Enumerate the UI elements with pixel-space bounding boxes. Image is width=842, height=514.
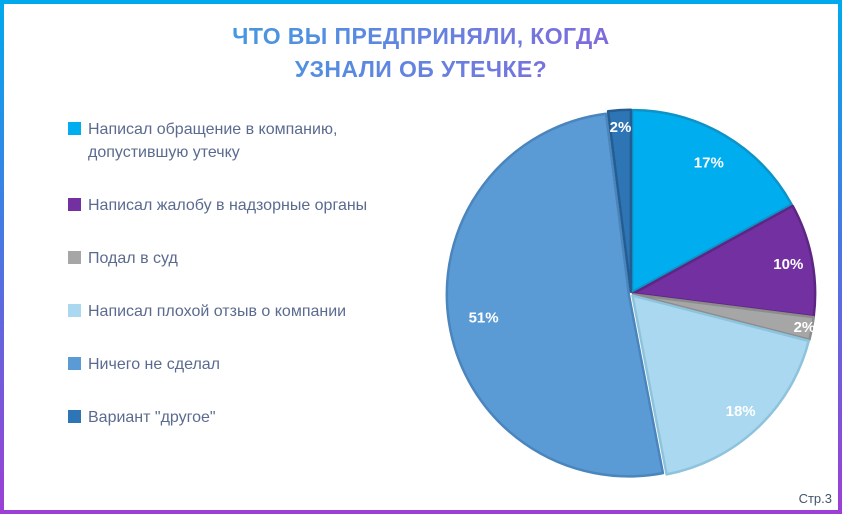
legend-item: Написал плохой отзыв о компании — [68, 300, 420, 323]
legend-item: Написал жалобу в надзорные органы — [68, 194, 420, 217]
legend-swatch-icon — [68, 410, 81, 423]
legend-label: Написал обращение в компанию, допустившу… — [88, 121, 338, 161]
legend-item: Написал обращение в компанию, допустившу… — [68, 118, 420, 164]
legend-item: Вариант "другое" — [68, 406, 420, 429]
slice-percentage-label: 2% — [794, 319, 816, 336]
legend-swatch-icon — [68, 198, 81, 211]
slice-percentage-label: 2% — [610, 119, 632, 136]
legend-label: Подал в суд — [88, 250, 178, 267]
legend-label: Написал плохой отзыв о компании — [88, 303, 347, 320]
slice-percentage-label: 51% — [469, 309, 499, 326]
legend-swatch-icon — [68, 251, 81, 264]
legend-label: Ничего не сделал — [88, 356, 221, 373]
pie-slice — [631, 293, 815, 341]
slice-percentage-label: 17% — [694, 154, 724, 171]
legend-label: Вариант "другое" — [88, 409, 216, 426]
legend-swatch-icon — [68, 122, 81, 135]
pie-slice — [445, 112, 665, 478]
legend-item: Ничего не сделал — [68, 353, 420, 376]
legend-label: Написал жалобу в надзорные органы — [88, 197, 368, 214]
legend-item: Подал в суд — [68, 247, 420, 270]
pie-slice — [630, 108, 793, 294]
legend-swatch-icon — [68, 304, 81, 317]
legend-swatch-icon — [68, 357, 81, 370]
pie-slice — [631, 204, 817, 318]
page-number: Стр.3 — [798, 491, 832, 506]
slice-percentage-label: 10% — [773, 256, 803, 273]
slice-percentage-label: 18% — [726, 403, 756, 420]
chart-legend: Написал обращение в компанию, допустившу… — [68, 118, 420, 459]
pie-slice — [606, 108, 633, 294]
pie-slice — [631, 294, 811, 476]
